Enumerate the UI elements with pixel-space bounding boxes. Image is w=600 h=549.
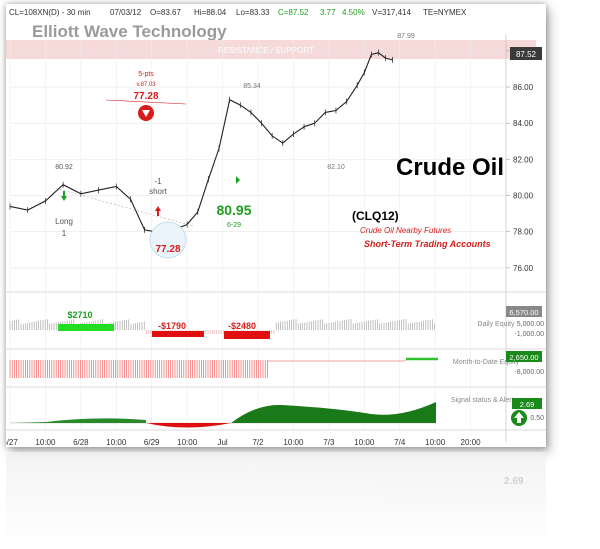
brand-logo: Elliott Wave Technology — [32, 22, 227, 41]
signal-tick: 0.50 — [530, 415, 544, 422]
daily-value-3: -$2480 — [228, 321, 256, 331]
ticker-label: (CLQ12) — [352, 209, 399, 223]
daily-equity-badge — [506, 306, 542, 317]
short-arrow-icon — [155, 206, 161, 216]
header-symbol: CL=108XN(D) - 30 min — [9, 8, 91, 17]
target-value: 77.28 — [133, 91, 158, 102]
chart-title: Crude Oil — [396, 154, 504, 181]
signal-area-positive — [231, 402, 436, 423]
header-open: O=83.67 — [150, 8, 181, 17]
low-highlight — [149, 221, 187, 259]
subtitle-accounts: Short-Term Trading Accounts — [364, 239, 491, 249]
y-tick-label: 78.00 — [513, 228, 534, 237]
time-axis: 6/27 10:00 6/28 10:00 6/29 10:00 Jul 7/2 10:00 7/… — [2, 438, 482, 447]
x-tick-label: 10:00 — [283, 438, 304, 447]
chart-reflection: 2.69 — [6, 452, 546, 549]
target-label: 5-pts — [138, 71, 154, 78]
resistance-label: RESISTANCE / SUPPORT — [218, 46, 314, 55]
buy-date: 6-29 — [227, 222, 241, 229]
y-tick-label: 76.00 — [513, 264, 534, 273]
last-price-badge — [510, 47, 542, 60]
annotations: 5-pts v.87.03 77.28 80.92 Long 1 -1 shor… — [55, 33, 415, 259]
buy-value: 80.95 — [216, 202, 251, 218]
header-high: Hi=88.04 — [194, 8, 227, 17]
mtd-equity-badge-value: 2,650.00 — [509, 353, 538, 362]
signal-badge — [512, 398, 542, 409]
y-tick-label: 82.00 — [513, 155, 534, 164]
long-arrow-icon — [61, 191, 67, 201]
daily-tick-2: -1,000.00 — [514, 331, 544, 338]
x-tick-label: 7/4 — [394, 438, 406, 447]
mtd-equity-badge — [506, 351, 542, 362]
mtd-equity-label: Month-to-Date Equity — [453, 359, 520, 366]
daily-equity-bar — [152, 331, 204, 337]
signal-label: Signal status & Alerts — [451, 397, 518, 404]
x-tick-label: 10:00 — [177, 438, 198, 447]
mid-low-label: 82.10 — [327, 164, 345, 171]
y-tick-label: 80.00 — [513, 192, 534, 201]
price-chart: CL=108XN(D) - 30 min 07/03/12 O=83.67 Hi… — [2, 8, 546, 447]
x-tick-label: 6/27 — [6, 438, 18, 447]
signal-area-positive — [10, 418, 146, 423]
header-volume: V=317,414 — [372, 8, 411, 17]
daily-tick-1: 5,000.00 — [517, 321, 544, 328]
top-label: 87.99 — [397, 33, 415, 40]
mtd-tick: -8,000.00 — [514, 369, 544, 376]
header-close: C=87.52 — [278, 8, 309, 17]
y-tick-label: 84.00 — [513, 119, 534, 128]
daily-value-1: $2710 — [67, 310, 92, 320]
target-sub: v.87.03 — [136, 82, 156, 88]
header-bar: CL=108XN(D) - 30 min 07/03/12 O=83.67 Hi… — [9, 8, 467, 17]
x-tick-label: 10:00 — [106, 438, 127, 447]
daily-equity-label: Daily Equity — [478, 321, 515, 328]
target-line — [105, 99, 187, 105]
mtd-equity-panel — [9, 357, 438, 378]
x-tick-label: 10:00 — [35, 438, 56, 447]
signal-badge-value: 2.69 — [520, 400, 535, 409]
daily-equity-badge-value: 6,570.00 — [509, 308, 538, 317]
long-label: Long — [55, 217, 73, 226]
chart-frame: CL=108XN(D) - 30 min 07/03/12 O=83.67 Hi… — [2, 4, 546, 447]
subtitle-futures: Crude Oil Nearby Futures — [360, 226, 451, 235]
up-arrow-icon — [514, 412, 524, 423]
header-exchange: TE=NYMEX — [423, 8, 467, 17]
y-tick-label: 86.00 — [513, 83, 534, 92]
reflection-badge: 2.69 — [504, 476, 524, 487]
x-tick-label: 6/28 — [73, 438, 89, 447]
resistance-band — [6, 40, 536, 59]
x-tick-label: 20:00 — [461, 438, 482, 447]
mid-peak-label: 85.34 — [243, 83, 261, 90]
price-line — [9, 52, 393, 246]
x-tick-label: 7/3 — [323, 438, 335, 447]
header-low: Lo=83.33 — [236, 8, 270, 17]
daily-equity-bar — [224, 331, 270, 339]
grid — [9, 40, 506, 430]
header-change: 3.77 — [320, 8, 336, 17]
daily-equity-bar — [58, 324, 114, 331]
peak1-label: 80.92 — [55, 164, 73, 171]
x-tick-label: 10:00 — [354, 438, 375, 447]
x-tick-label: 6/29 — [144, 438, 160, 447]
signal-panel — [10, 402, 436, 428]
x-tick-label: 7/2 — [252, 438, 264, 447]
down-arrow-icon — [142, 110, 150, 117]
long-num: 1 — [62, 229, 67, 238]
header-date: 07/03/12 — [110, 8, 142, 17]
short-label: short — [149, 187, 168, 196]
price-series — [9, 49, 393, 248]
x-tick-label: 10:00 — [425, 438, 446, 447]
short-num: -1 — [154, 177, 162, 186]
low-value: 77.28 — [155, 244, 180, 255]
header-change-pct: 4.50% — [342, 8, 365, 17]
x-tick-label: Jul — [217, 438, 227, 447]
daily-value-2: -$1790 — [158, 321, 186, 331]
buy-marker-icon — [236, 176, 240, 184]
signal-area-negative — [146, 423, 231, 428]
last-price-value: 87.52 — [516, 50, 537, 59]
